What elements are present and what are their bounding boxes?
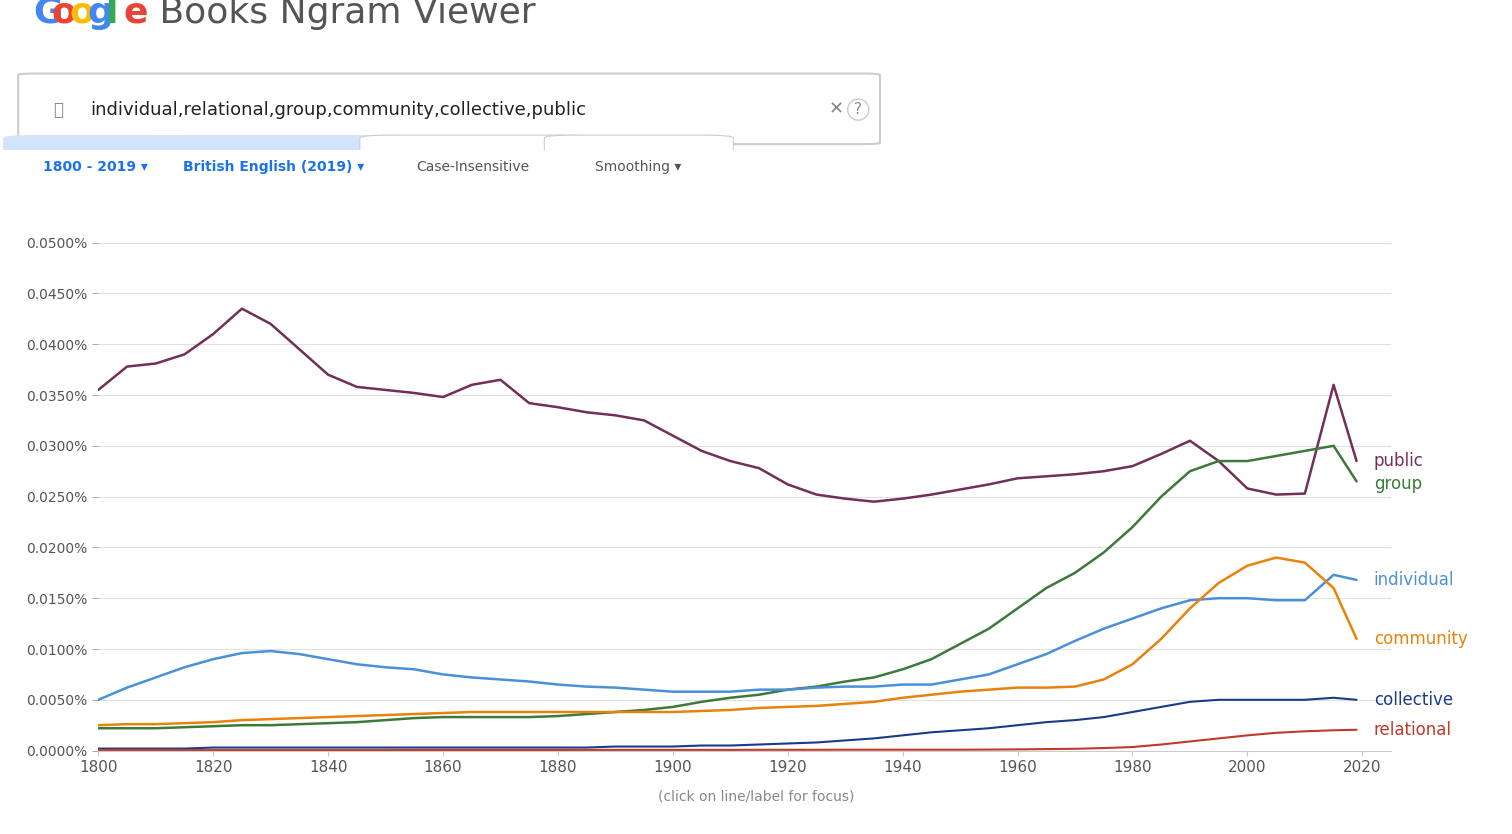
- Text: Books Ngram Viewer: Books Ngram Viewer: [148, 0, 535, 29]
- Text: o: o: [51, 0, 76, 29]
- FancyBboxPatch shape: [360, 135, 587, 198]
- FancyBboxPatch shape: [18, 73, 880, 144]
- Text: community: community: [1374, 630, 1468, 648]
- FancyBboxPatch shape: [3, 135, 192, 198]
- Text: individual: individual: [1374, 571, 1455, 589]
- FancyBboxPatch shape: [544, 135, 733, 198]
- Text: group: group: [1374, 475, 1421, 494]
- Text: G: G: [33, 0, 64, 29]
- Text: relational: relational: [1374, 721, 1452, 739]
- Text: Case-Insensitive: Case-Insensitive: [417, 159, 529, 173]
- Text: l: l: [106, 0, 118, 29]
- Text: ✕: ✕: [829, 101, 844, 118]
- Text: British English (2019) ▾: British English (2019) ▾: [183, 159, 364, 173]
- FancyBboxPatch shape: [147, 135, 404, 198]
- Text: ?: ?: [854, 102, 862, 117]
- Text: o: o: [70, 0, 94, 29]
- Text: g: g: [88, 0, 113, 29]
- Text: e: e: [124, 0, 148, 29]
- Text: Smoothing ▾: Smoothing ▾: [594, 159, 682, 173]
- Text: collective: collective: [1374, 691, 1453, 709]
- Text: 1800 - 2019 ▾: 1800 - 2019 ▾: [42, 159, 148, 173]
- Text: (click on line/label for focus): (click on line/label for focus): [658, 790, 854, 804]
- Text: public: public: [1374, 452, 1424, 470]
- Text: individual,relational,group,community,collective,public: individual,relational,group,community,co…: [91, 101, 587, 118]
- Text: 🔍: 🔍: [53, 101, 64, 118]
